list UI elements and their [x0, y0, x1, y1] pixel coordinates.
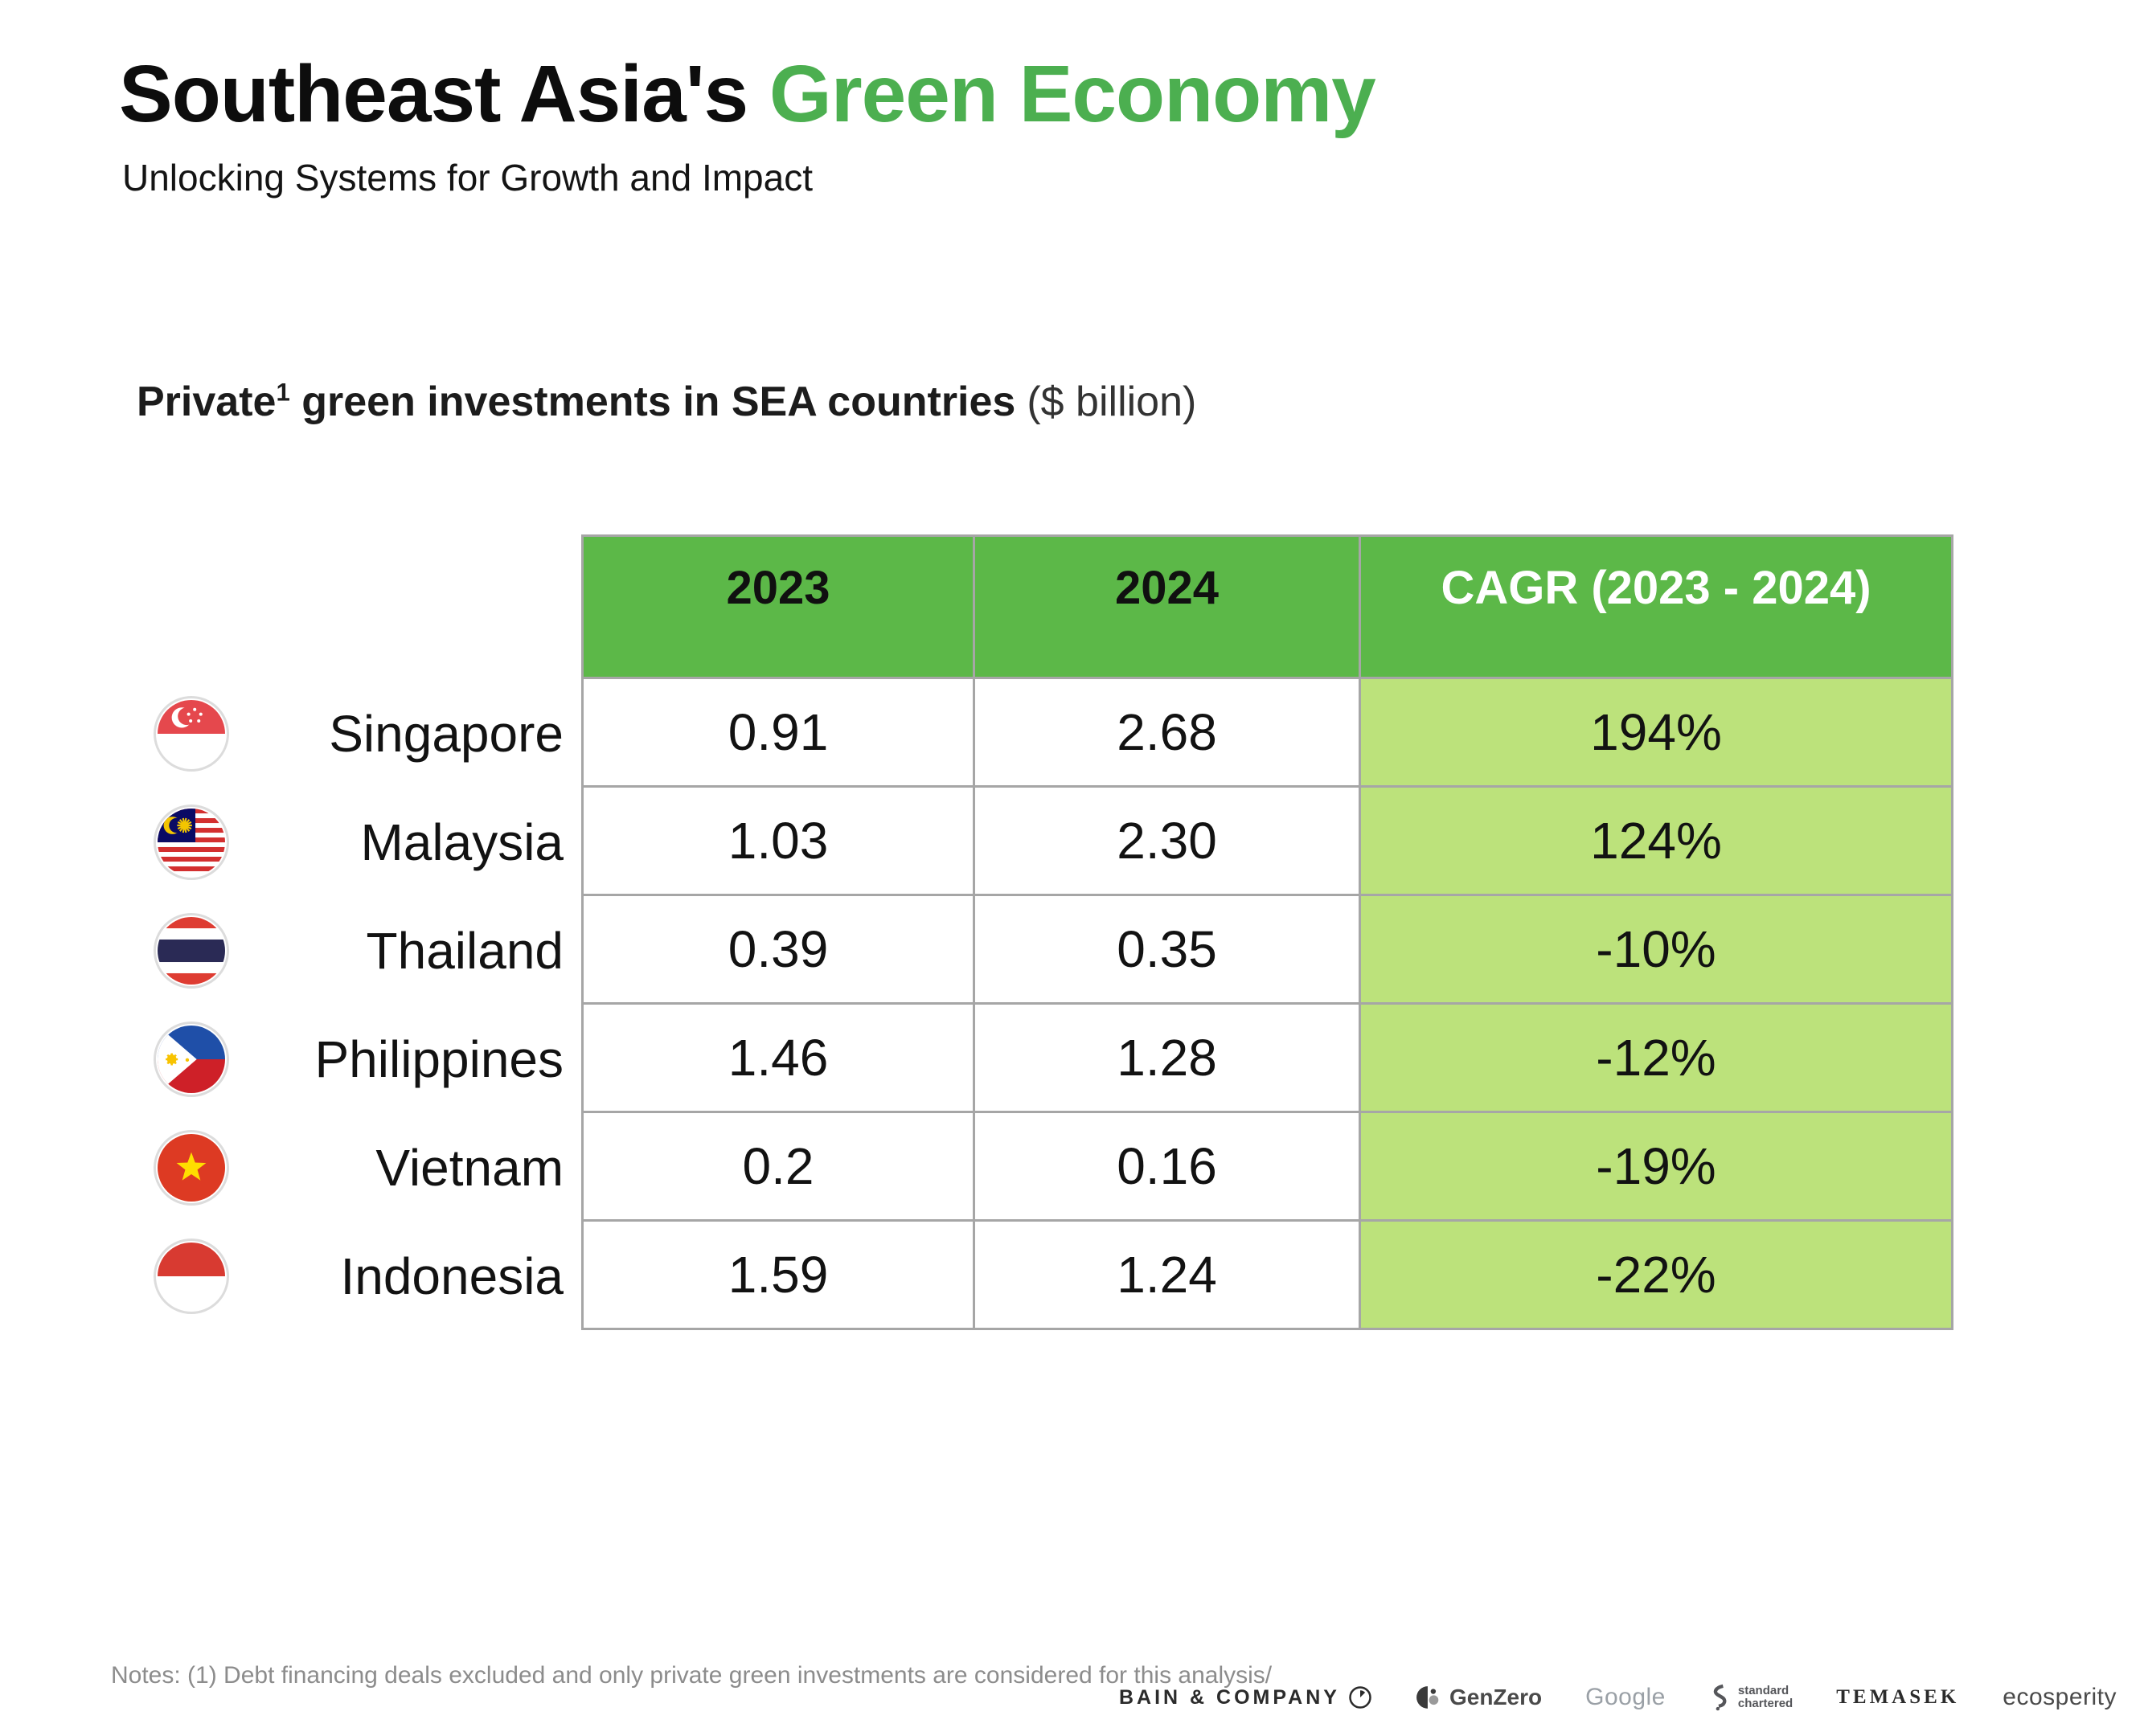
- value-2023: 0.2: [581, 1113, 975, 1222]
- value-2024: 0.35: [975, 896, 1361, 1005]
- value-cagr: 124%: [1361, 788, 1953, 896]
- country-label: Thailand: [366, 921, 564, 980]
- flag-cell: [121, 1005, 262, 1113]
- flag-cell: [121, 788, 262, 896]
- bain-company-wordmark: BAIN & COMPANY: [1118, 1685, 1340, 1709]
- value-cagr: 194%: [1361, 679, 1953, 788]
- page-title-green: Green Economy: [769, 49, 1376, 139]
- value-2023: 1.46: [581, 1005, 975, 1113]
- value-cagr: -19%: [1361, 1113, 1953, 1222]
- value-cagr: -12%: [1361, 1005, 1953, 1113]
- google-logo: Google: [1585, 1684, 1666, 1711]
- country-label: Philippines: [314, 1030, 564, 1088]
- header-spacer-flag: [121, 534, 262, 679]
- section-heading-unit: ($ billion): [1027, 379, 1197, 425]
- flag-philippines-icon: [154, 1021, 229, 1097]
- standard-chartered-line2: chartered: [1737, 1697, 1793, 1710]
- genzero-logo: GenZero: [1416, 1685, 1542, 1710]
- footnotes: Notes: (1) Debt financing deals excluded…: [111, 1662, 1273, 1689]
- value-2024: 2.30: [975, 788, 1361, 896]
- col-header-2024: 2024: [975, 534, 1361, 679]
- header-spacer-country: [262, 534, 581, 679]
- flag-cell: [121, 1113, 262, 1222]
- country-label: Vietnam: [375, 1138, 564, 1197]
- value-2023: 1.59: [581, 1222, 975, 1330]
- value-2023: 0.91: [581, 679, 975, 788]
- page-subtitle: Unlocking Systems for Growth and Impact: [122, 157, 813, 199]
- value-2024: 1.28: [975, 1005, 1361, 1113]
- ecosperity-wordmark: ecosperity: [2003, 1684, 2117, 1710]
- page-title-black: Southeast Asia's: [119, 49, 748, 139]
- flag-thailand-icon: [154, 912, 229, 989]
- value-cagr: -22%: [1361, 1222, 1953, 1330]
- page-title: Southeast Asia's Green Economy: [119, 48, 1376, 141]
- standard-chartered-trustmark-icon: [1713, 1684, 1727, 1711]
- col-header-cagr: CAGR (2023 - 2024): [1361, 534, 1953, 679]
- value-2024: 1.24: [975, 1222, 1361, 1330]
- genzero-mark-icon: [1416, 1686, 1439, 1709]
- flag-cell: [121, 1222, 262, 1330]
- country-label: Singapore: [329, 704, 564, 763]
- col-header-2023: 2023: [581, 534, 975, 679]
- temasek-logo: TEMASEK: [1836, 1686, 1959, 1709]
- standard-chartered-logo: standard chartered: [1709, 1684, 1793, 1711]
- flag-malaysia-icon: [154, 804, 229, 880]
- flag-vietnam-icon: [154, 1129, 229, 1206]
- bain-compass-icon: [1349, 1686, 1371, 1709]
- country-label: Malaysia: [360, 813, 564, 871]
- ecosperity-logo: ecosperity: [2003, 1684, 2117, 1711]
- flag-indonesia-icon: [154, 1238, 229, 1314]
- value-2023: 1.03: [581, 788, 975, 896]
- temasek-wordmark: TEMASEK: [1836, 1686, 1960, 1708]
- flag-cell: [121, 896, 262, 1005]
- value-2023: 0.39: [581, 896, 975, 1005]
- flag-singapore-icon: [154, 695, 229, 772]
- country-label: Indonesia: [340, 1247, 564, 1305]
- value-cagr: -10%: [1361, 896, 1953, 1005]
- investments-table: 2023 2024 CAGR (2023 - 2024) Singapore 0…: [121, 534, 1953, 1330]
- partner-logos: BAIN & COMPANY GenZero Google standard c…: [1119, 1677, 2117, 1718]
- google-wordmark: Google: [1585, 1684, 1666, 1710]
- section-heading-main: Private: [137, 379, 277, 425]
- bain-company-logo: BAIN & COMPANY: [1119, 1685, 1372, 1709]
- genzero-wordmark: GenZero: [1449, 1685, 1543, 1709]
- value-2024: 2.68: [975, 679, 1361, 788]
- value-2024: 0.16: [975, 1113, 1361, 1222]
- flag-cell: [121, 679, 262, 788]
- footnote-marker: 1: [276, 378, 290, 407]
- standard-chartered-wordmark: standard chartered: [1738, 1685, 1793, 1710]
- section-heading-rest: green investments in SEA countries: [289, 379, 1016, 425]
- standard-chartered-line1: standard: [1737, 1684, 1789, 1697]
- section-heading: Private1 green investments in SEA countr…: [137, 378, 1196, 426]
